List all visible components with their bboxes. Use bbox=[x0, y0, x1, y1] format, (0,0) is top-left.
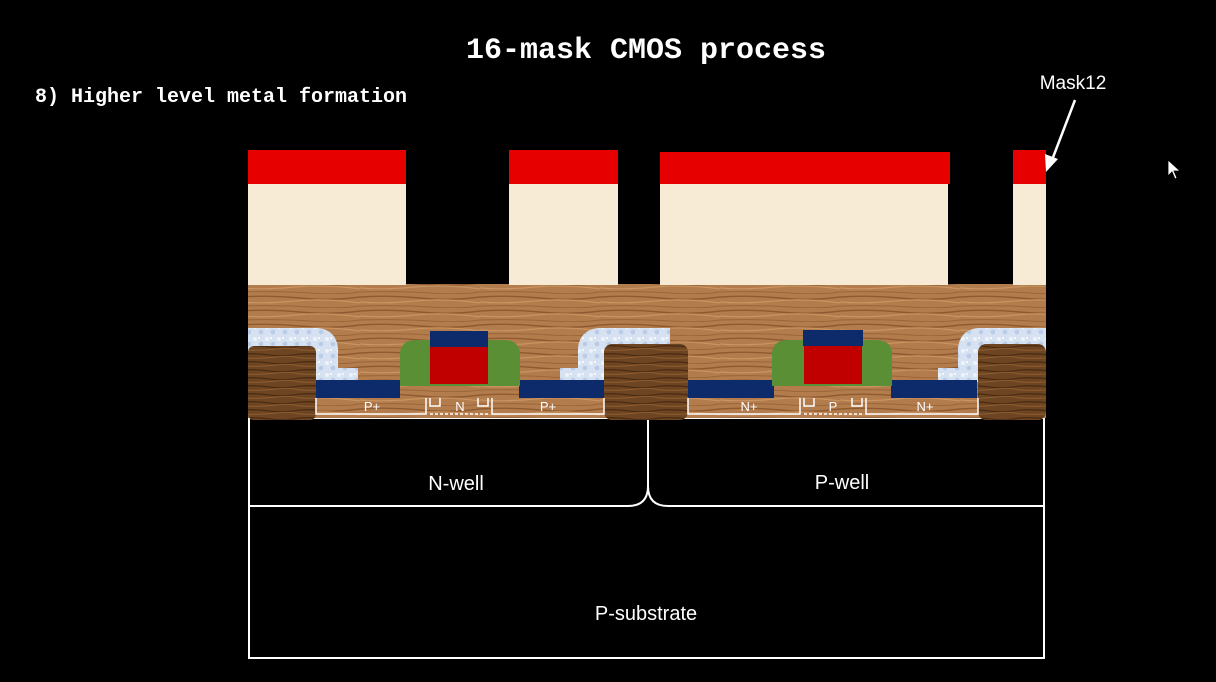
silicide-nmos-left bbox=[688, 380, 774, 398]
pmos-gate-silicide bbox=[430, 331, 488, 347]
label-substrate: P-substrate bbox=[595, 603, 697, 625]
metal-block-2 bbox=[509, 183, 618, 285]
silicide-pmos-right bbox=[519, 380, 605, 398]
silicide-nmos-right bbox=[891, 380, 977, 398]
mask12-label: Mask12 bbox=[1040, 73, 1107, 94]
mask12-arrow-line bbox=[1050, 99, 1077, 161]
step-heading: 8) Higher level metal formation bbox=[35, 86, 408, 109]
label-nwell: N-well bbox=[428, 473, 484, 495]
nmos-gate-silicide bbox=[803, 330, 863, 346]
pmos-gate-poly bbox=[430, 346, 488, 384]
silicide-pmos-left bbox=[316, 380, 400, 398]
mask-segment-4 bbox=[1013, 150, 1046, 184]
sti-left bbox=[248, 346, 316, 420]
well-boundary bbox=[249, 420, 1044, 507]
label-pmos-drain: P+ bbox=[540, 399, 556, 414]
label-pmos-source: P+ bbox=[364, 399, 380, 414]
label-nmos-drain: N+ bbox=[917, 399, 934, 414]
sti-right bbox=[978, 344, 1046, 420]
mask-segment-3 bbox=[660, 152, 950, 184]
metal-block-3 bbox=[660, 183, 948, 285]
label-nmos-source: N+ bbox=[741, 399, 758, 414]
mask-segment-2 bbox=[509, 150, 618, 184]
label-nmos-channel: P bbox=[829, 399, 838, 414]
nmos-gate-poly bbox=[804, 346, 862, 384]
metal-block-1 bbox=[248, 183, 406, 285]
mask12-arrow-head bbox=[1045, 154, 1058, 172]
mask-segment-1 bbox=[248, 150, 406, 184]
metal-block-4 bbox=[1013, 183, 1046, 285]
diffusion-outlines bbox=[315, 398, 979, 415]
label-pmos-channel: N bbox=[455, 399, 464, 414]
sti-middle bbox=[604, 344, 688, 420]
slide-title: 16-mask CMOS process bbox=[465, 34, 827, 68]
label-pwell: P-well bbox=[815, 472, 869, 494]
mouse-cursor-icon bbox=[1167, 159, 1182, 180]
